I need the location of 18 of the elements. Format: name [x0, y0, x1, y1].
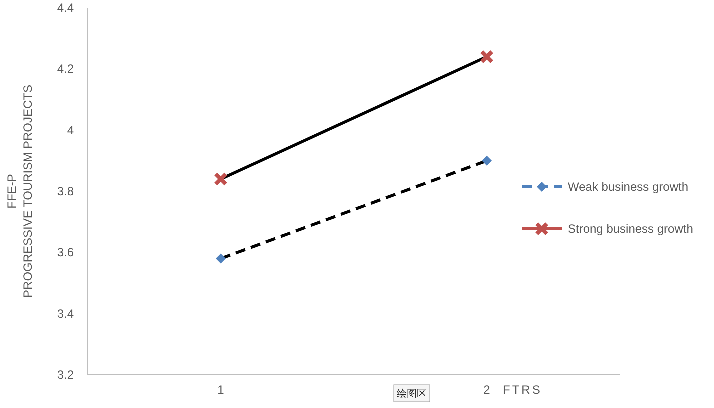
legend-label: Weak business growth: [568, 180, 689, 194]
legend-label: Strong business growth: [568, 222, 694, 236]
y-tick-label: 4.4: [57, 1, 74, 15]
text: 绘图区: [397, 388, 427, 400]
y-tick-label: 3.4: [57, 306, 74, 321]
y-tick-label: 3.6: [57, 246, 74, 260]
y-tick-label: 4.2: [57, 62, 74, 76]
x-axis-title: FTRS: [503, 383, 542, 397]
x-tick-label: 2: [484, 383, 491, 397]
y-tick-label: 3.8: [57, 184, 74, 198]
point: [480, 50, 494, 64]
y-axis-title: FFE-P PROGRESSIVE TOURISM PROJECTS: [5, 85, 35, 298]
y-tick-label: 4: [67, 123, 74, 138]
x-tick-label: 1: [218, 383, 225, 397]
point: [482, 156, 492, 166]
point: [216, 254, 226, 264]
y-tick-label: 3.2: [57, 368, 74, 382]
point: [214, 172, 228, 186]
